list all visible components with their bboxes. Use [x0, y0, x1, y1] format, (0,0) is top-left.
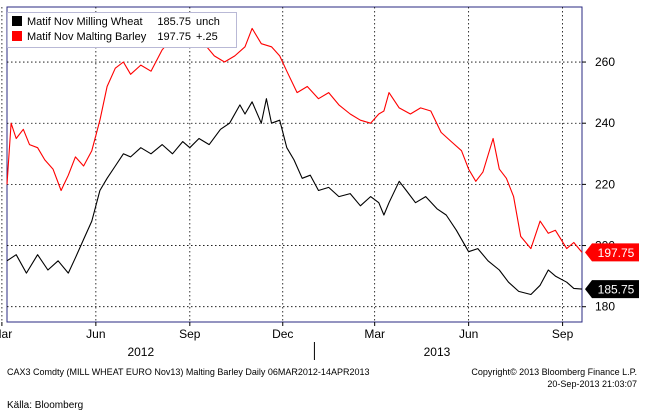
series-lines: [6, 27, 583, 296]
legend-swatch-wheat: [12, 16, 22, 26]
plot-frame: [6, 6, 583, 323]
chart-footer-info: CAX3 Comdty (MILL WHEAT EURO Nov13) Malt…: [7, 367, 370, 377]
year-label: 2013: [424, 345, 451, 359]
price-tag-text: 185.75: [598, 283, 635, 297]
legend-value-wheat: 185.75: [157, 16, 191, 28]
x-tick-label: Mar: [364, 327, 385, 341]
legend-item-barley: Matif Nov Malting Barley 197.75 +.25: [12, 30, 218, 45]
series-line-barley: [6, 27, 583, 253]
legend-swatch-barley: [12, 31, 22, 41]
grid: [1, 7, 582, 322]
legend: Matif Nov Milling Wheat 185.75 unch Matif …: [7, 12, 237, 48]
x-tick-label: Dec: [272, 327, 293, 341]
legend-change-wheat: unch: [196, 16, 220, 28]
y-tick-label: 180: [595, 300, 615, 314]
legend-label-wheat: Matif Nov Milling Wheat: [27, 16, 143, 28]
price-tag-wheat: 185.75: [585, 280, 639, 299]
x-tick-label: Jun: [459, 327, 478, 341]
price-tag-barley: 197.75: [585, 243, 639, 262]
legend-change-barley: +.25: [196, 31, 218, 43]
price-tag-text: 197.75: [598, 246, 635, 260]
price-chart: 180200220240260 MarJunSepDecMarJunSep201…: [0, 6, 639, 360]
price-tag-box: [585, 243, 639, 262]
last-price-tags: 185.75 197.75: [585, 243, 639, 299]
series-line-wheat: [6, 98, 583, 296]
legend-value-barley: 197.75: [157, 31, 191, 43]
x-axis: Mar Jun Sep Dec Mar Jun Sep 2012 2013: [0, 322, 574, 359]
y-tick-label: 220: [595, 177, 615, 191]
x-tick-label: Mar: [0, 327, 12, 341]
y-axis: 180200220240260: [582, 55, 615, 314]
legend-label-barley: Matif Nov Malting Barley: [27, 31, 147, 43]
x-tick-label: Sep: [179, 327, 201, 341]
legend-item-wheat: Matif Nov Milling Wheat 185.75 unch: [12, 15, 220, 30]
source-caption: Källa: Bloomberg: [7, 400, 84, 411]
copyright-text: Copyright© 2013 Bloomberg Finance L.P.: [471, 367, 637, 377]
timestamp-text: 20-Sep-2013 21:03:07: [547, 379, 637, 389]
x-tick-label: Sep: [552, 327, 574, 341]
year-label: 2012: [127, 345, 154, 359]
x-tick-label: Jun: [86, 327, 105, 341]
price-tag-box: [585, 280, 639, 299]
y-tick-label: 260: [595, 55, 615, 69]
y-tick-label: 240: [595, 116, 615, 130]
